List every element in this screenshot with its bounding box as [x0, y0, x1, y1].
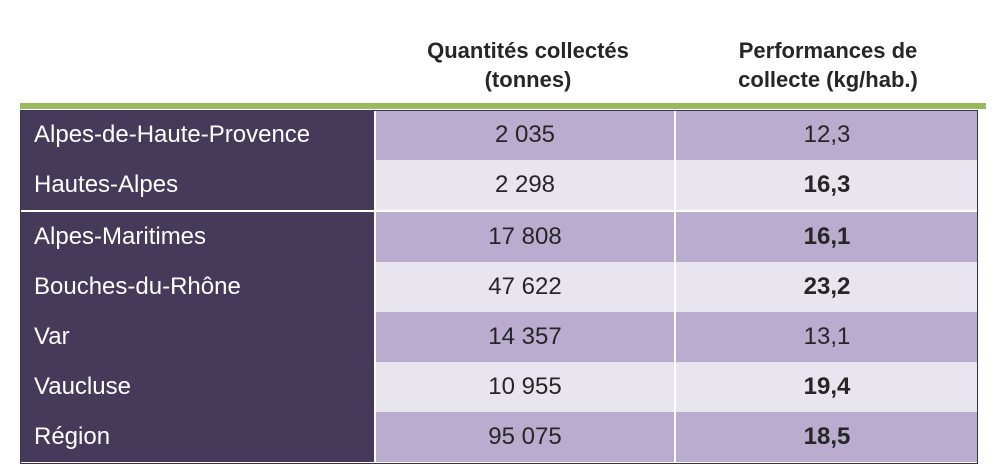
performance-cell: 13,1 — [676, 312, 978, 362]
department-name: Alpes-de-Haute-Provence — [20, 110, 376, 160]
header-performance: Performances de collecte (kg/hab.) — [678, 36, 978, 94]
quantity-cell: 2 298 — [376, 160, 676, 210]
header-divider — [20, 103, 986, 109]
performance-cell: 23,2 — [676, 262, 978, 312]
department-name: Vaucluse — [20, 362, 376, 412]
data-table: Alpes-de-Haute-Provence 2 035 12,3 Haute… — [20, 110, 978, 462]
performance-cell: 18,5 — [676, 412, 978, 462]
quantity-cell: 14 357 — [376, 312, 676, 362]
header-performance-line1: Performances de — [738, 38, 918, 63]
header-quantity: Quantités collectés (tonnes) — [378, 36, 678, 94]
department-name: Hautes-Alpes — [20, 160, 376, 210]
table-row: Vaucluse 10 955 19,4 — [20, 362, 978, 412]
quantity-cell: 17 808 — [376, 212, 676, 262]
table-row: Région 95 075 18,5 — [20, 412, 978, 462]
header-quantity-line1: Quantités collectés — [427, 38, 629, 63]
header-performance-line2: collecte (kg/hab.) — [738, 67, 918, 92]
department-name: Région — [20, 412, 376, 462]
department-name: Bouches-du-Rhône — [20, 262, 376, 312]
table-row: Hautes-Alpes 2 298 16,3 — [20, 160, 978, 210]
table-row: Bouches-du-Rhône 47 622 23,2 — [20, 262, 978, 312]
performance-cell: 16,3 — [676, 160, 978, 210]
table-header: Quantités collectés (tonnes) Performance… — [20, 0, 986, 103]
table-row: Alpes-Maritimes 17 808 16,1 — [20, 210, 978, 262]
department-name: Alpes-Maritimes — [20, 212, 376, 262]
quantity-cell: 47 622 — [376, 262, 676, 312]
table-row: Alpes-de-Haute-Provence 2 035 12,3 — [20, 110, 978, 160]
quantity-cell: 2 035 — [376, 110, 676, 160]
performance-cell: 16,1 — [676, 212, 978, 262]
table-row: Var 14 357 13,1 — [20, 312, 978, 362]
performance-cell: 12,3 — [676, 110, 978, 160]
header-quantity-line2: (tonnes) — [484, 67, 572, 92]
quantity-cell: 95 075 — [376, 412, 676, 462]
performance-cell: 19,4 — [676, 362, 978, 412]
quantity-cell: 10 955 — [376, 362, 676, 412]
department-name: Var — [20, 312, 376, 362]
